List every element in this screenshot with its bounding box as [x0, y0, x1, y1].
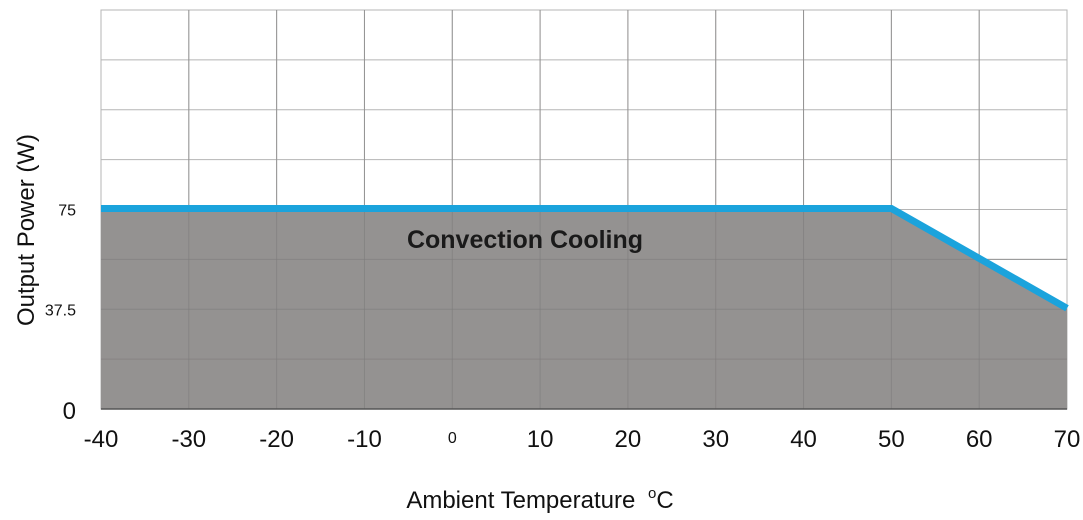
x-axis-label: Ambient Temperature oC — [406, 485, 673, 514]
x-tick-label: 50 — [878, 426, 905, 453]
y-tick-labels: 0 37.5 75 — [45, 203, 76, 426]
x-tick-label: 60 — [966, 426, 993, 453]
x-axis-unit: oC — [648, 485, 674, 514]
y-tick-label: 75 — [58, 203, 76, 220]
x-tick-label: -40 — [84, 426, 119, 453]
x-tick-label: 30 — [702, 426, 729, 453]
x-tick-label: -20 — [259, 426, 294, 453]
x-tick-label: -30 — [171, 426, 206, 453]
convection-cooling-label: Convection Cooling — [407, 226, 643, 254]
y-axis-label: Output Power (W) — [13, 134, 40, 326]
degree-symbol: o — [648, 485, 656, 502]
x-axis-label-text: Ambient Temperature — [406, 487, 635, 514]
unit-letter: C — [656, 487, 673, 514]
y-tick-label: 37.5 — [45, 302, 76, 319]
x-tick-label: 40 — [790, 426, 817, 453]
derating-curve — [101, 205, 1069, 312]
y-tick-label: 0 — [63, 398, 76, 425]
x-tick-label: 70 — [1054, 426, 1081, 453]
x-tick-label: 0 — [448, 430, 457, 447]
x-tick-label: 20 — [615, 426, 642, 453]
x-tick-label: 10 — [527, 426, 554, 453]
x-tick-labels: -40 -30 -20 -10 0 10 20 30 40 50 60 70 — [84, 426, 1081, 453]
x-tick-label: -10 — [347, 426, 382, 453]
